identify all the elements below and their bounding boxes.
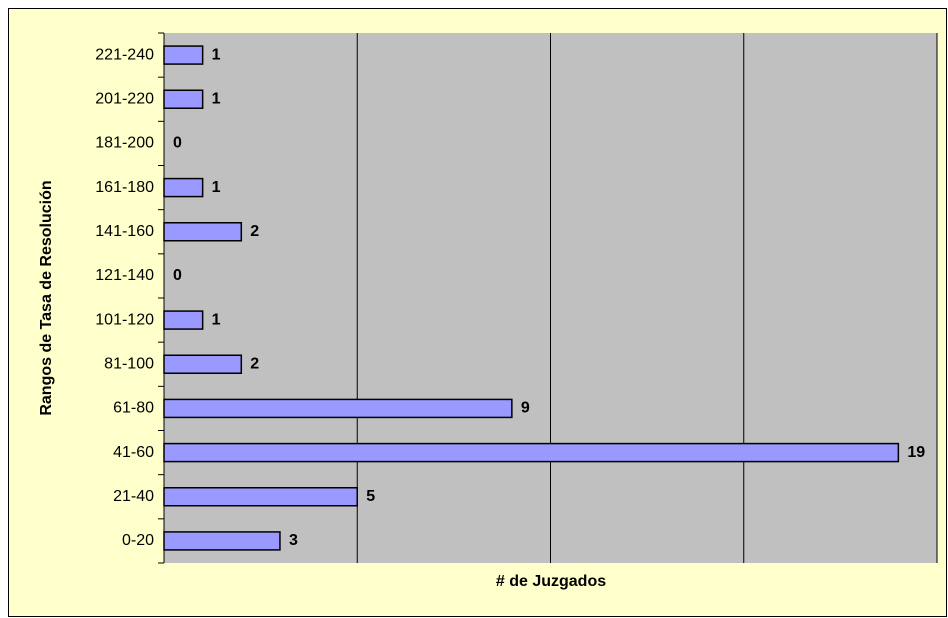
data-label: 2 (250, 223, 259, 240)
data-label: 1 (212, 90, 221, 107)
y-tick-label: 21-40 (113, 488, 154, 505)
x-axis-label: # de Juzgados (496, 573, 606, 590)
y-tick-label: 181-200 (95, 135, 154, 152)
bar (163, 487, 358, 507)
y-tick-label: 161-180 (95, 179, 154, 196)
y-tick-label: 141-160 (95, 223, 154, 240)
data-label: 0 (173, 135, 182, 152)
y-tick-label: 201-220 (95, 90, 154, 107)
y-tick-label: 121-140 (95, 267, 154, 284)
y-tick-label: 41-60 (113, 444, 154, 461)
y-tick-label: 61-80 (113, 400, 154, 417)
data-label: 9 (521, 400, 530, 417)
bar (163, 177, 204, 198)
data-label: 19 (907, 444, 925, 461)
data-label: 1 (212, 311, 221, 328)
data-label: 2 (250, 355, 259, 372)
bar (163, 442, 900, 463)
bar (163, 45, 204, 65)
bar (163, 89, 204, 109)
bar (163, 531, 281, 551)
data-label: 1 (212, 179, 221, 196)
bar (163, 354, 243, 374)
y-tick-label: 81-100 (104, 355, 154, 372)
data-label: 1 (212, 46, 221, 63)
data-label: 0 (173, 267, 182, 284)
bar (163, 310, 204, 330)
bar (163, 398, 513, 419)
y-tick-label: 221-240 (95, 46, 154, 63)
data-label: 5 (366, 488, 375, 505)
y-axis-label: Rangos de Tasa de Resolución (38, 180, 55, 415)
y-tick-label: 0-20 (122, 532, 154, 549)
bar (163, 222, 243, 242)
y-tick-label: 101-120 (95, 311, 154, 328)
data-label: 3 (289, 532, 298, 549)
